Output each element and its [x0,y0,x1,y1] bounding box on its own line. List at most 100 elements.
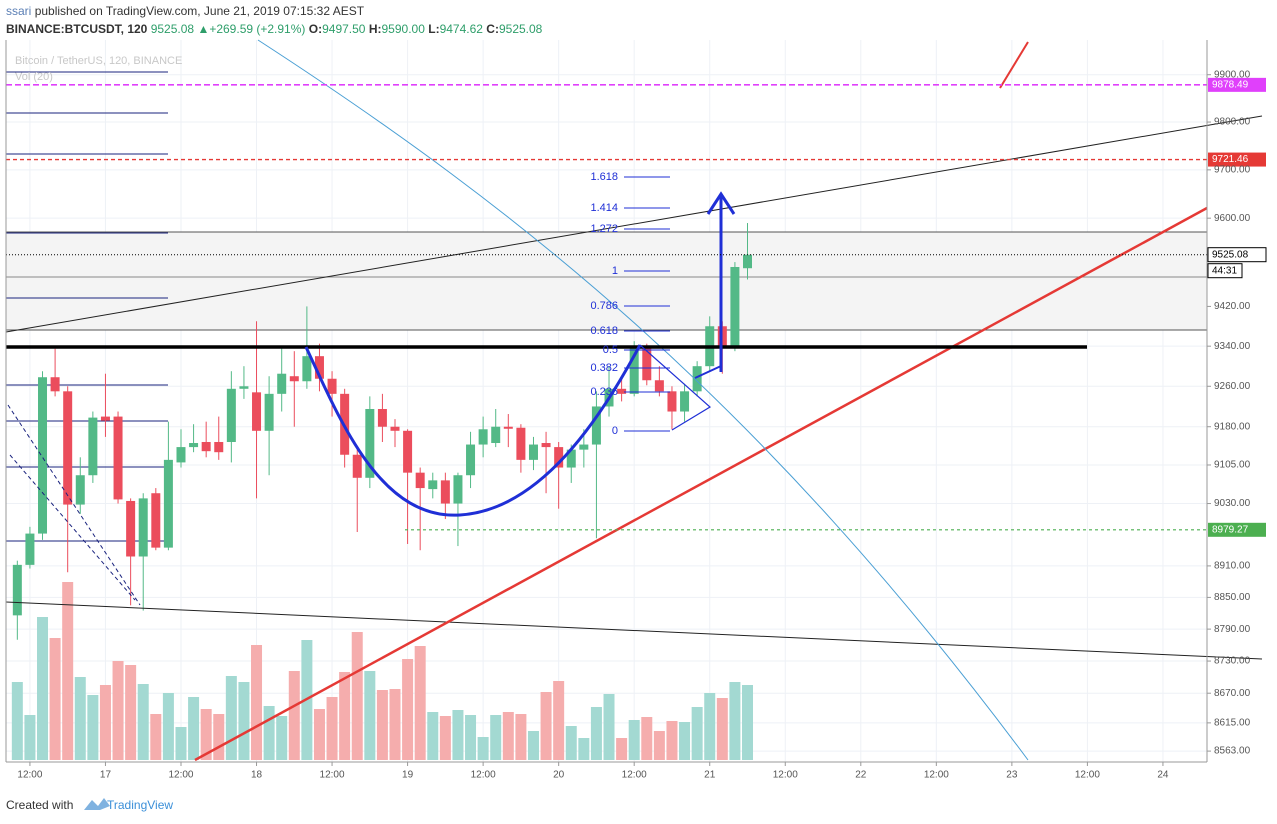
volume-bar [515,714,527,760]
x-tick-label: 19 [402,770,414,781]
volume-bar [87,695,99,760]
candle-body [491,426,501,444]
volume-bar [238,682,250,760]
volume-bar [590,707,602,760]
volume-bar [364,671,376,760]
ohlc-key: C: [486,22,499,36]
y-tick-label: 9900.00 [1214,69,1251,80]
ohlc-value: 9590.00 [382,22,426,36]
candle-body [12,564,22,616]
volume-bar [125,665,137,760]
volume-bar [691,707,703,760]
volume-bar [313,709,325,760]
fib-label: 0.5 [603,344,618,356]
x-tick-label: 24 [1157,770,1169,781]
x-tick-label: 20 [553,770,565,781]
volume-bar [188,697,200,760]
y-tick-label: 8910.00 [1214,561,1251,572]
volume-bar [465,715,477,760]
candle-body [440,480,450,504]
ohlc-value: 9474.62 [440,22,484,36]
volume-bar [213,714,225,760]
fib-label: 0.618 [590,325,618,337]
ohlc-value: 9497.50 [322,22,366,36]
candle-body [50,377,60,392]
volume-bar [502,712,514,760]
candle-body [239,386,249,389]
x-tick-label: 12:00 [168,770,193,781]
y-tick-label: 8670.00 [1214,688,1251,699]
candle-body [302,356,312,382]
axis-labels: 9900.00 9800.00 9700.00 9600.00 9420.00 9340.… [17,69,1250,780]
countdown-bg [1207,263,1243,279]
fib-label: 1.618 [590,171,618,183]
price-label-bg [1207,247,1267,263]
price-label: 9525.08 [1212,249,1249,260]
x-tick-label: 22 [855,770,867,781]
range-band [6,232,1207,330]
volume-bar [150,714,162,760]
volume-bar [527,731,539,760]
volume-bar [389,689,401,760]
fib-levels: 1.618 1.414 1.272 1 0.786 0.618 0.5 0.382 0.236 0 [590,171,670,437]
candle-body [252,392,262,431]
candle-body [516,427,526,460]
dashed-line [7,404,141,606]
published: published on TradingView.com, June 21, 2… [35,4,365,18]
y-tick-label: 9340.00 [1214,341,1251,352]
candle-body [75,475,85,505]
x-tick-label: 18 [251,770,263,781]
volume-bar [679,722,691,760]
y-tick-label: 9800.00 [1214,117,1251,128]
last-price: 9525.08 [151,22,195,36]
volume-bar [376,690,388,760]
candle-body [327,378,337,394]
volume-bar [276,716,288,760]
trend-line-red [999,41,1029,89]
volume-bar [112,661,124,760]
x-tick-label: 12:00 [1075,770,1100,781]
ohlc-key: L: [428,22,439,36]
candle-body [289,376,299,382]
symbol-line: BINANCE:BTCUSDT, 120 9525.08 ▲+269.59 (+… [6,22,543,36]
candle-body [415,472,425,489]
volume-bar [288,671,300,760]
volume-bar [716,698,728,760]
y-tick-label: 9180.00 [1214,421,1251,432]
pattern [694,365,722,379]
candle-body [163,459,173,548]
trendline [5,115,1263,333]
logo [84,798,110,810]
candle-body [201,441,211,452]
volume-bar [553,681,565,760]
fib-label: 0.382 [590,362,618,374]
volume-bar [225,676,237,760]
volume-bar [200,709,212,760]
fib-label: 1 [612,265,618,277]
volume-bar [339,672,351,760]
volume-bar [74,677,86,760]
candle-body [314,356,324,379]
volume-bar [439,716,451,760]
candle-body [264,393,274,431]
volume-bar [653,731,665,760]
header-line: ssari published on TradingView.com, June… [6,4,365,18]
candle-body [667,391,677,412]
candle-body [214,441,224,453]
y-tick-label: 9420.00 [1214,301,1251,312]
candle-body [277,373,287,394]
candle-body [528,444,538,460]
candle-body [226,388,236,442]
volume-bar [452,710,464,760]
footer-brand: TradingView [107,798,173,812]
symbol: BINANCE:BTCUSDT, 120 [6,22,148,36]
support-line [194,206,1208,762]
price-label-bg [1208,77,1266,92]
candle-body [642,347,652,381]
y-tick-label: 8730.00 [1214,656,1251,667]
y-tick-label: 9260.00 [1214,381,1251,392]
y-tick-label: 9700.00 [1214,165,1251,176]
candle-body [151,493,161,548]
candle-body [138,498,148,557]
